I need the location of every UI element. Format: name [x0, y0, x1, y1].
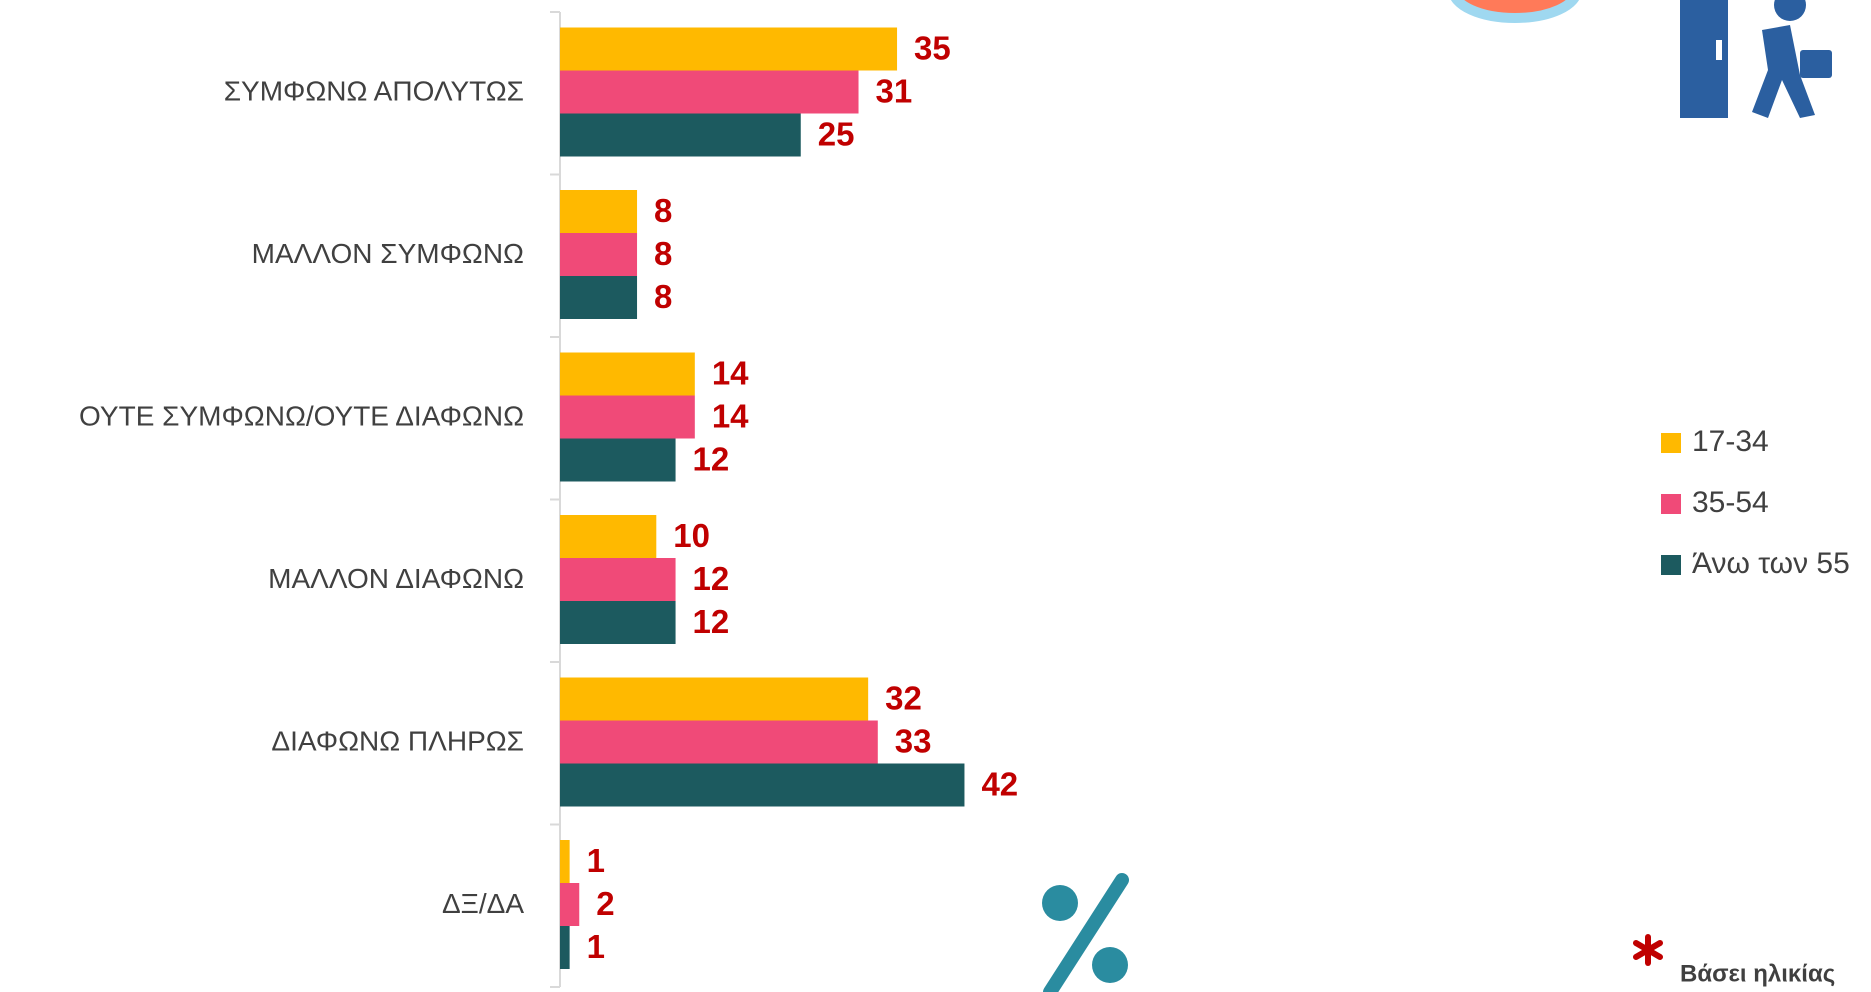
- value-label: 33: [895, 723, 932, 760]
- bar: [560, 720, 878, 764]
- category-label: ΔΞ/ΔΑ: [442, 888, 524, 919]
- legend-label: 17-34: [1692, 425, 1769, 458]
- legend-label: 35-54: [1692, 486, 1769, 519]
- bar: [560, 763, 965, 807]
- value-label: 25: [818, 116, 855, 153]
- bar: [560, 601, 676, 644]
- legend-swatch: [1661, 555, 1681, 575]
- percent-icon: [1042, 873, 1129, 992]
- bar: [560, 926, 570, 969]
- bar: [560, 352, 695, 396]
- bar: [560, 558, 676, 601]
- category-label: ΜΑΛΛΟΝ ΣΥΜΦΩΝΩ: [252, 238, 524, 269]
- target-icon: [1451, 0, 1579, 23]
- value-label: 32: [885, 680, 922, 717]
- value-label: 42: [981, 766, 1018, 803]
- category-label: ΟΥΤΕ ΣΥΜΦΩΝΩ/ΟΥΤΕ ΔΙΑΦΩΝΩ: [79, 401, 524, 432]
- note: Βάσει ηλικίας: [1680, 960, 1835, 987]
- bar: [560, 113, 801, 157]
- value-label: 8: [654, 192, 672, 229]
- category-label: ΜΑΛΛΟΝ ΔΙΑΦΩΝΩ: [268, 563, 524, 594]
- bar: [560, 395, 695, 439]
- value-label: 10: [673, 517, 710, 554]
- value-label: 8: [654, 235, 672, 272]
- bar: [560, 70, 859, 114]
- value-label: 12: [693, 560, 730, 597]
- value-label: 1: [587, 842, 605, 879]
- bar: [560, 883, 580, 926]
- value-label: 1: [587, 928, 605, 965]
- value-label: 12: [693, 603, 730, 640]
- value-label: 12: [693, 441, 730, 478]
- bar: [560, 190, 638, 233]
- bar: [560, 438, 676, 482]
- legend-label: Άνω των 55: [1692, 547, 1850, 580]
- value-label: 14: [712, 355, 749, 392]
- value-label: 14: [712, 398, 749, 435]
- bar: [560, 515, 657, 558]
- bar: [560, 276, 638, 319]
- legend-swatch: [1661, 433, 1681, 453]
- bar: [560, 27, 898, 71]
- exit-icon: [1680, 0, 1832, 118]
- bar: [560, 233, 638, 276]
- bar: [560, 677, 869, 721]
- category-label: ΣΥΜΦΩΝΩ ΑΠΟΛΥΤΩΣ: [224, 76, 524, 107]
- value-label: 8: [654, 278, 672, 315]
- legend-swatch: [1661, 494, 1681, 514]
- value-label: 2: [596, 885, 614, 922]
- value-label: 31: [876, 73, 913, 110]
- bar: [560, 840, 570, 883]
- value-label: 35: [914, 30, 951, 67]
- category-label: ΔΙΑΦΩΝΩ ΠΛΗΡΩΣ: [271, 726, 524, 757]
- asterisk-icon: [1633, 934, 1663, 966]
